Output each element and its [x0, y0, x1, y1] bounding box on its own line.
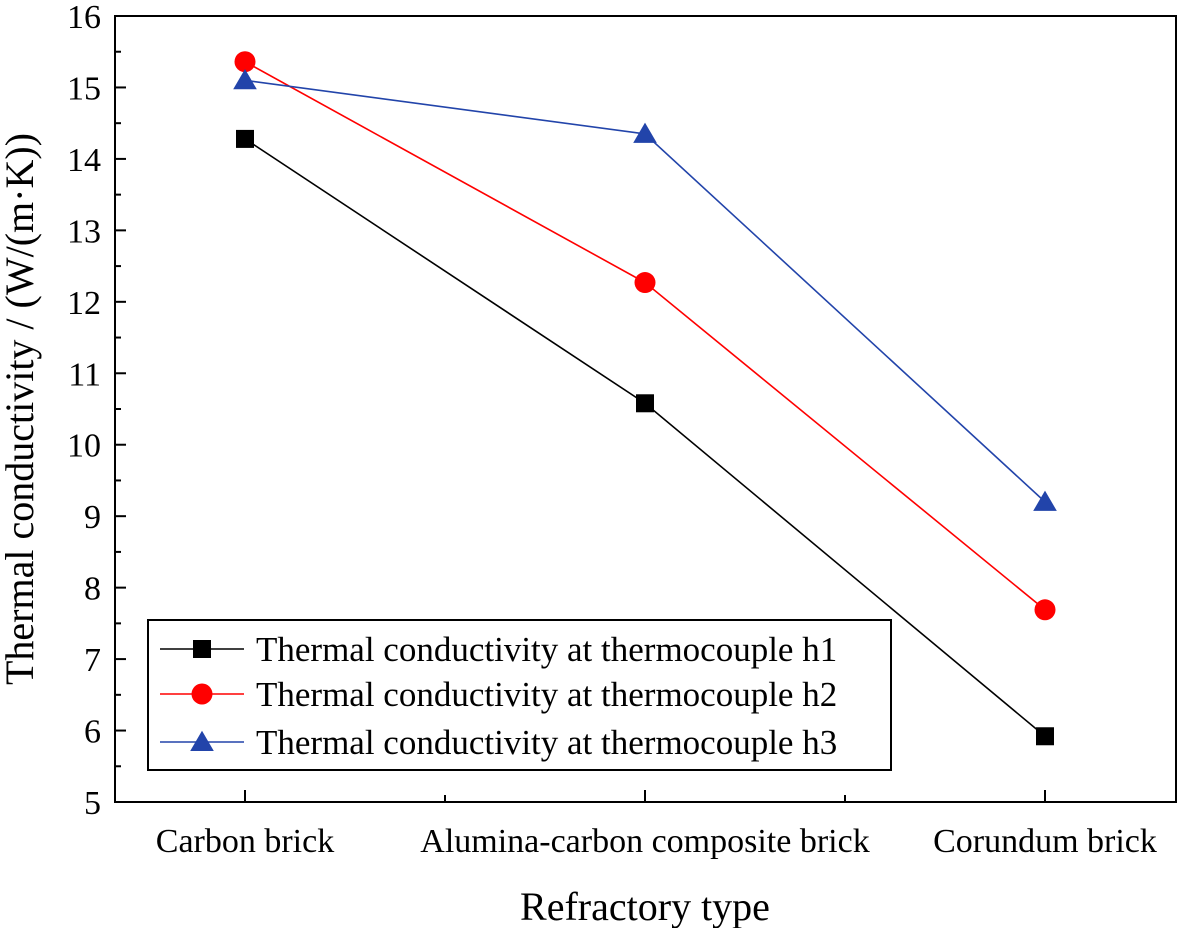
series-markers	[233, 51, 1057, 746]
axis-ticks: 5 6 7 8 9 10 11 12 13 14 15 16 Carbon brick Alumina-c…	[67, 0, 1157, 860]
y-tick-label: 15	[67, 70, 101, 107]
x-axis-title: Refractory type	[520, 884, 770, 928]
y-tick-label: 14	[67, 142, 101, 179]
y-tick-label: 11	[68, 356, 101, 393]
data-point-h2	[1034, 599, 1056, 621]
y-tick-label: 12	[67, 285, 101, 322]
data-point-h1	[1036, 727, 1054, 746]
legend: Thermal conductivity at thermocouple h1 T…	[147, 619, 892, 771]
x-tick-label: Carbon brick	[156, 823, 334, 860]
data-point-h1	[636, 394, 654, 413]
legend-items: Thermal conductivity at thermocouple h1 T…	[160, 630, 837, 762]
y-tick-label: 13	[67, 213, 101, 250]
y-tick-label: 6	[84, 714, 101, 751]
legend-label-3: Thermal conductivity at thermocouple h3	[256, 723, 837, 762]
legend-marker-1	[193, 640, 211, 658]
data-point-h3	[1033, 490, 1057, 511]
data-point-h2	[634, 272, 656, 294]
y-axis-title: Thermal conductivity / (W/(m·K))	[0, 133, 42, 685]
legend-marker-2	[191, 683, 213, 705]
data-point-h2	[234, 51, 256, 73]
series-line-2	[244, 61, 1046, 611]
y-tick-label: 7	[84, 642, 101, 679]
legend-label-2: Thermal conductivity at thermocouple h2	[256, 675, 837, 714]
y-tick-label: 8	[84, 571, 101, 608]
y-tick-label: 5	[84, 785, 101, 822]
x-tick-label: Alumina-carbon composite brick	[420, 823, 869, 860]
y-tick-label: 9	[84, 499, 101, 536]
legend-marker-3	[190, 730, 214, 751]
y-tick-label: 16	[67, 0, 101, 36]
legend-label-1: Thermal conductivity at thermocouple h1	[256, 630, 837, 669]
y-tick-label: 10	[67, 428, 101, 465]
data-point-h3	[633, 122, 657, 143]
legend-box	[147, 619, 892, 771]
data-point-h1	[236, 129, 254, 148]
x-tick-label: Corundum brick	[933, 823, 1157, 860]
data-point-h3	[233, 69, 257, 90]
